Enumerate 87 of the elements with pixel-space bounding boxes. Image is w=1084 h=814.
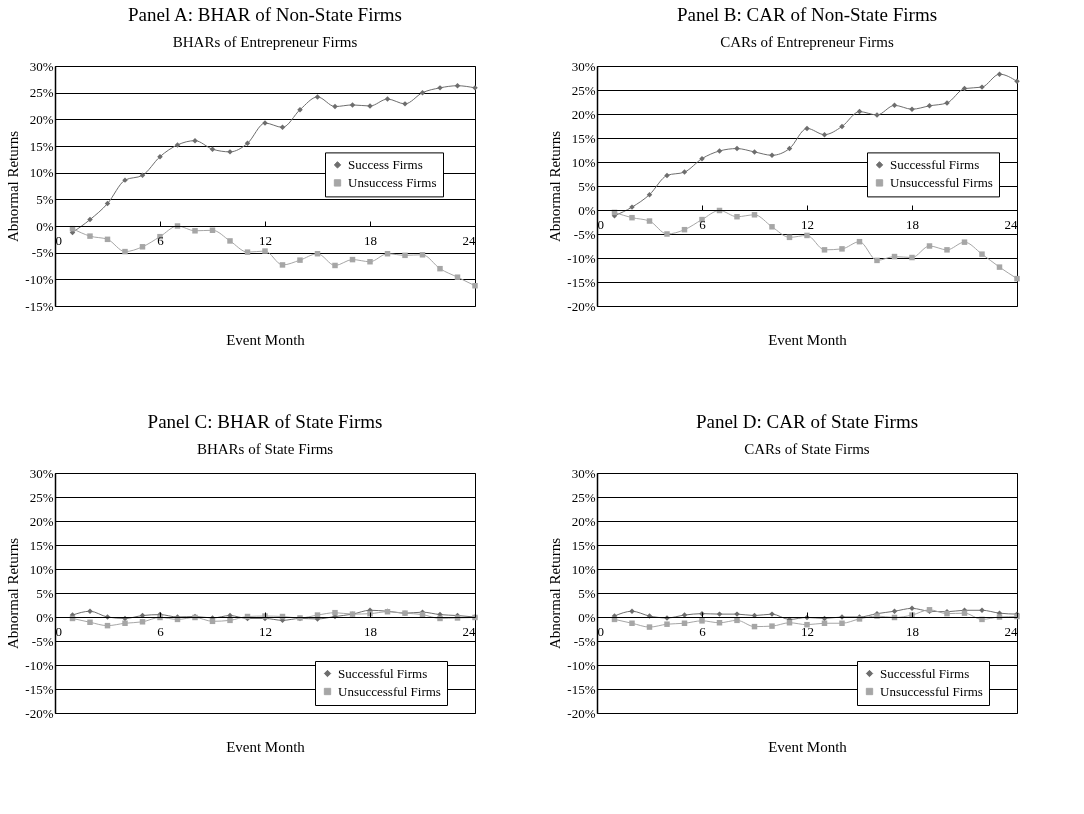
y-tick-label: 30% xyxy=(571,465,596,481)
y-tick-label: -10% xyxy=(567,657,596,673)
x-tick-label: 18 xyxy=(364,232,377,248)
y-axis-title: Abnormal Returns xyxy=(5,537,22,650)
legend-label: Unsuccessful Firms xyxy=(338,683,441,699)
y-tick-label: 5% xyxy=(578,585,596,601)
y-tick-label: 5% xyxy=(36,191,54,207)
y-tick-label: 15% xyxy=(29,537,54,553)
x-tick-label: 18 xyxy=(906,623,919,639)
y-tick-label: 30% xyxy=(29,58,54,74)
y-tick-label: -5% xyxy=(31,245,54,261)
x-tick-label: 24 xyxy=(462,232,476,248)
legend-label: Successful Firms xyxy=(880,665,970,681)
y-tick-label: 5% xyxy=(578,178,596,194)
x-axis-title: Event Month xyxy=(768,738,848,755)
y-tick-label: 20% xyxy=(29,111,54,127)
y-tick-label: 20% xyxy=(571,106,596,122)
x-tick-label: 12 xyxy=(801,623,814,639)
y-tick-label: 5% xyxy=(36,585,54,601)
x-tick-label: 12 xyxy=(259,623,272,639)
chart-title: Panel D: CAR of State Firms xyxy=(695,411,919,432)
x-tick-label: 24 xyxy=(1004,216,1018,232)
y-tick-label: -10% xyxy=(25,657,54,673)
y-axis-title: Abnormal Returns xyxy=(547,130,564,243)
y-tick-label: 25% xyxy=(571,489,596,505)
y-tick-label: 25% xyxy=(571,82,596,98)
legend-label: Success Firms xyxy=(348,156,423,172)
y-tick-label: 15% xyxy=(571,130,596,146)
y-tick-label: 0% xyxy=(36,218,54,234)
y-tick-label: 15% xyxy=(29,138,54,154)
y-tick-label: -20% xyxy=(25,705,54,721)
x-tick-label: 0 xyxy=(55,623,62,639)
x-tick-label: 0 xyxy=(597,216,604,232)
y-tick-label: 0% xyxy=(578,609,596,625)
y-tick-label: 25% xyxy=(29,489,54,505)
chart-subtitle: CARs of Entrepreneur Firms xyxy=(720,34,895,50)
x-axis-title: Event Month xyxy=(226,331,306,348)
y-tick-label: 0% xyxy=(36,609,54,625)
x-tick-label: 24 xyxy=(462,623,476,639)
x-axis-title: Event Month xyxy=(226,738,306,755)
y-tick-label: -20% xyxy=(567,705,596,721)
y-tick-label: -15% xyxy=(567,681,596,697)
x-tick-label: 0 xyxy=(55,232,62,248)
y-tick-label: -20% xyxy=(567,298,596,314)
x-tick-label: 6 xyxy=(157,623,165,639)
legend-label: Unsuccessful Firms xyxy=(890,174,993,190)
legend-label: Unsuccess Firms xyxy=(348,174,437,190)
y-tick-label: 30% xyxy=(571,58,596,74)
y-tick-label: 10% xyxy=(29,561,54,577)
y-axis-title: Abnormal Returns xyxy=(5,130,22,243)
y-tick-label: 15% xyxy=(571,537,596,553)
y-tick-label: 0% xyxy=(578,202,596,218)
y-tick-label: -15% xyxy=(25,681,54,697)
chart-subtitle: BHARs of State Firms xyxy=(196,441,334,457)
x-axis-title: Event Month xyxy=(768,331,848,348)
x-tick-label: 18 xyxy=(364,623,377,639)
legend-label: Successful Firms xyxy=(890,156,980,172)
x-tick-label: 0 xyxy=(597,623,604,639)
y-tick-label: -5% xyxy=(573,226,596,242)
x-tick-label: 18 xyxy=(906,216,919,232)
y-tick-label: -5% xyxy=(31,633,54,649)
x-tick-label: 6 xyxy=(699,623,707,639)
y-tick-label: -15% xyxy=(567,274,596,290)
chart-subtitle: CARs of State Firms xyxy=(744,441,870,457)
x-tick-label: 12 xyxy=(259,232,272,248)
chart-title: Panel C: BHAR of State Firms xyxy=(147,411,383,432)
chart-subtitle: BHARs of Entrepreneur Firms xyxy=(172,34,358,50)
legend-label: Successful Firms xyxy=(338,665,428,681)
x-tick-label: 24 xyxy=(1004,623,1018,639)
y-tick-label: -5% xyxy=(573,633,596,649)
y-tick-label: -10% xyxy=(25,271,54,287)
y-axis-title: Abnormal Returns xyxy=(547,537,564,650)
y-tick-label: 10% xyxy=(571,561,596,577)
y-tick-label: 10% xyxy=(571,154,596,170)
y-tick-label: 30% xyxy=(29,465,54,481)
y-tick-label: -15% xyxy=(25,298,54,314)
y-tick-label: 25% xyxy=(29,85,54,101)
legend-label: Unsuccessful Firms xyxy=(880,683,983,699)
y-tick-label: 20% xyxy=(571,513,596,529)
y-tick-label: 20% xyxy=(29,513,54,529)
x-tick-label: 12 xyxy=(801,216,814,232)
chart-title: Panel B: CAR of Non-State Firms xyxy=(676,4,938,25)
y-tick-label: 10% xyxy=(29,165,54,181)
chart-title: Panel A: BHAR of Non-State Firms xyxy=(128,4,402,25)
x-tick-label: 6 xyxy=(699,216,707,232)
x-tick-label: 6 xyxy=(157,232,165,248)
y-tick-label: -10% xyxy=(567,250,596,266)
